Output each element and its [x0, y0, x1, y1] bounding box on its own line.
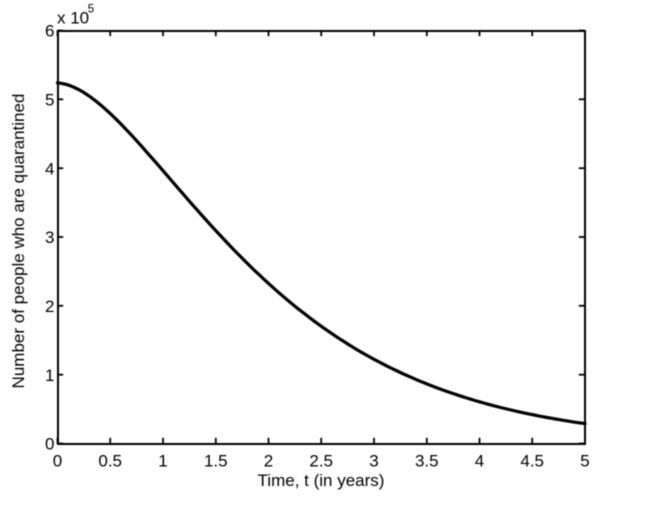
svg-text:Number of people who are quara: Number of people who are quarantined [9, 94, 28, 389]
svg-text:3: 3 [369, 452, 378, 471]
svg-text:4.5: 4.5 [520, 452, 544, 471]
svg-text:x 10: x 10 [57, 8, 89, 27]
svg-text:2: 2 [45, 297, 54, 316]
svg-text:0: 0 [53, 452, 62, 471]
svg-text:3.5: 3.5 [415, 452, 439, 471]
svg-text:3: 3 [45, 228, 54, 247]
svg-text:5: 5 [580, 452, 589, 471]
svg-text:1.5: 1.5 [204, 452, 228, 471]
svg-text:5: 5 [45, 91, 54, 110]
svg-text:2: 2 [264, 452, 273, 471]
svg-text:0: 0 [45, 435, 54, 454]
svg-text:2.5: 2.5 [309, 452, 333, 471]
svg-text:Time, t (in years): Time, t (in years) [258, 471, 385, 490]
svg-text:5: 5 [88, 3, 94, 15]
svg-text:0.5: 0.5 [98, 452, 122, 471]
svg-text:1: 1 [45, 366, 54, 385]
svg-text:4: 4 [475, 452, 484, 471]
svg-text:1: 1 [158, 452, 167, 471]
svg-text:4: 4 [45, 159, 54, 178]
svg-text:6: 6 [45, 22, 54, 41]
